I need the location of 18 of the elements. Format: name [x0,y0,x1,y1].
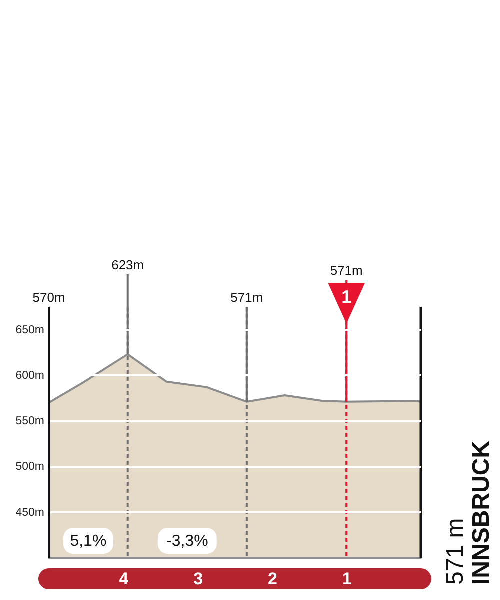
y-tick-label: 650m [16,324,44,336]
y-tick-label: 600m [16,370,44,382]
text: 571 m [442,518,469,585]
annotation: 5,1% [70,533,107,550]
y-tick-label: 450m [16,506,44,519]
annotation: 571m [230,290,264,305]
x-tick-label: 4 [119,570,130,588]
ref-line-label: 1 [342,287,352,307]
annotation: 571m [330,263,363,278]
x-tick-label: 3 [194,570,204,588]
y-tick-label: 550m [16,416,44,428]
annotation: 570m [32,290,66,305]
annotation: 623m [112,257,144,272]
x-tick-label: 1 [342,570,352,588]
annotation: -3,3% [166,533,208,550]
y-tick-label: 500m [16,461,44,474]
x-tick-label: 2 [268,570,278,588]
text: INNSBRUCK [468,440,495,585]
